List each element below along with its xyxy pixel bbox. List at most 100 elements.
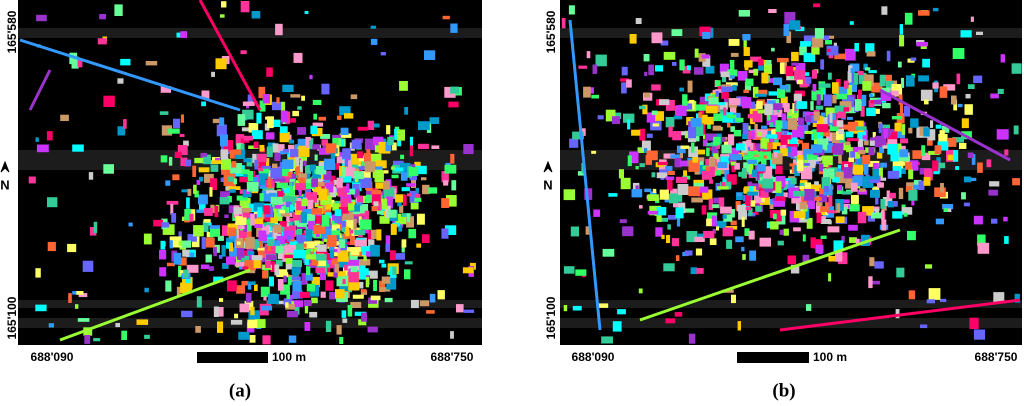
segment <box>675 193 683 202</box>
segment <box>779 229 784 235</box>
segment <box>629 34 637 44</box>
segment <box>767 142 773 150</box>
segment <box>960 30 972 38</box>
segment <box>342 220 346 228</box>
segment <box>315 254 327 261</box>
segment <box>325 280 334 291</box>
segment <box>736 96 748 107</box>
segment <box>266 67 273 77</box>
segment <box>276 235 285 244</box>
segment <box>300 291 311 298</box>
segment <box>181 240 191 248</box>
segment <box>790 264 800 274</box>
band <box>18 28 482 38</box>
segment <box>841 124 851 130</box>
segment <box>350 153 362 165</box>
segment <box>788 139 797 144</box>
segment <box>848 65 853 72</box>
segment <box>311 178 318 188</box>
segment <box>812 37 824 48</box>
segment <box>286 311 299 318</box>
segment <box>444 164 457 174</box>
segment <box>742 141 748 153</box>
segment <box>230 163 242 174</box>
segment <box>639 205 643 209</box>
segment <box>262 270 269 279</box>
segment <box>450 23 458 33</box>
segment <box>306 248 311 252</box>
segment <box>751 130 755 140</box>
segment <box>780 209 787 216</box>
segments <box>18 0 482 345</box>
segment <box>862 155 871 165</box>
segment <box>297 177 306 181</box>
segment <box>921 145 926 156</box>
segment <box>748 208 753 216</box>
segment <box>677 183 689 195</box>
segment <box>260 223 269 232</box>
segment <box>237 225 245 229</box>
segment <box>361 312 367 322</box>
segment <box>666 179 673 191</box>
segment <box>299 160 303 172</box>
segment <box>298 188 302 196</box>
segment <box>396 129 405 141</box>
segment <box>463 144 474 155</box>
segment <box>729 59 735 71</box>
segment <box>643 92 650 98</box>
segment <box>431 145 440 149</box>
segment <box>266 224 270 235</box>
segment <box>236 143 243 150</box>
segment <box>395 213 407 225</box>
segment <box>722 214 727 219</box>
segment <box>379 259 385 264</box>
segment <box>360 245 371 256</box>
segment <box>563 189 576 201</box>
segment <box>379 216 390 224</box>
segment <box>886 190 890 200</box>
segment <box>404 269 411 280</box>
segment <box>196 296 202 308</box>
segment <box>371 206 382 212</box>
segment <box>176 32 181 38</box>
segment <box>93 221 98 234</box>
segment <box>292 300 303 308</box>
segment <box>942 204 954 210</box>
segment <box>334 209 342 216</box>
segment <box>885 130 895 139</box>
segment <box>820 235 827 239</box>
segment <box>695 248 703 256</box>
segment <box>656 207 667 216</box>
segment <box>699 96 709 107</box>
segment <box>722 289 734 293</box>
x-coord-right: 688'750 <box>431 350 474 364</box>
segment <box>651 32 663 44</box>
segment <box>775 120 781 132</box>
segment <box>834 53 846 60</box>
segment <box>292 272 299 280</box>
panel-label: (a) <box>229 380 251 401</box>
segment <box>171 213 177 223</box>
segment <box>871 208 879 216</box>
segment <box>283 230 294 240</box>
segment <box>646 112 657 123</box>
segment <box>263 296 267 301</box>
segment <box>672 131 682 141</box>
segment <box>292 259 302 268</box>
segment <box>216 124 227 137</box>
segment <box>258 230 267 241</box>
segment <box>305 192 318 203</box>
segment <box>279 221 287 227</box>
segment <box>888 87 899 96</box>
segment <box>337 186 347 197</box>
segment <box>656 213 662 222</box>
segment <box>836 203 841 213</box>
segment <box>235 216 247 225</box>
segment <box>271 119 281 127</box>
segment <box>827 48 831 52</box>
segment <box>791 62 799 66</box>
segment <box>908 127 913 134</box>
segment <box>857 131 867 141</box>
segment <box>259 237 263 248</box>
